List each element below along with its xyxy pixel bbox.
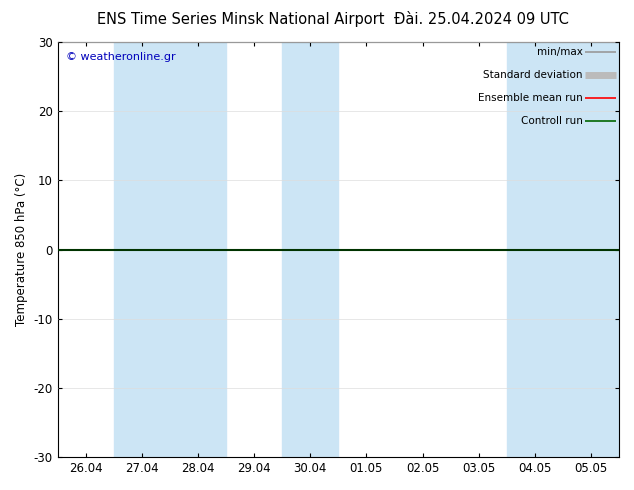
Text: Controll run: Controll run (521, 116, 583, 126)
Text: ENS Time Series Minsk National Airport: ENS Time Series Minsk National Airport (97, 12, 385, 27)
Text: © weatheronline.gr: © weatheronline.gr (66, 52, 176, 62)
Bar (507, 42, 619, 457)
Text: min/max: min/max (536, 48, 583, 57)
Bar (282, 42, 339, 457)
Bar (113, 42, 226, 457)
Text: Ensemble mean run: Ensemble mean run (478, 93, 583, 103)
Text: Đài. 25.04.2024 09 UTC: Đài. 25.04.2024 09 UTC (394, 12, 569, 27)
Y-axis label: Temperature 850 hPa (°C): Temperature 850 hPa (°C) (15, 173, 28, 326)
Text: Standard deviation: Standard deviation (483, 70, 583, 80)
